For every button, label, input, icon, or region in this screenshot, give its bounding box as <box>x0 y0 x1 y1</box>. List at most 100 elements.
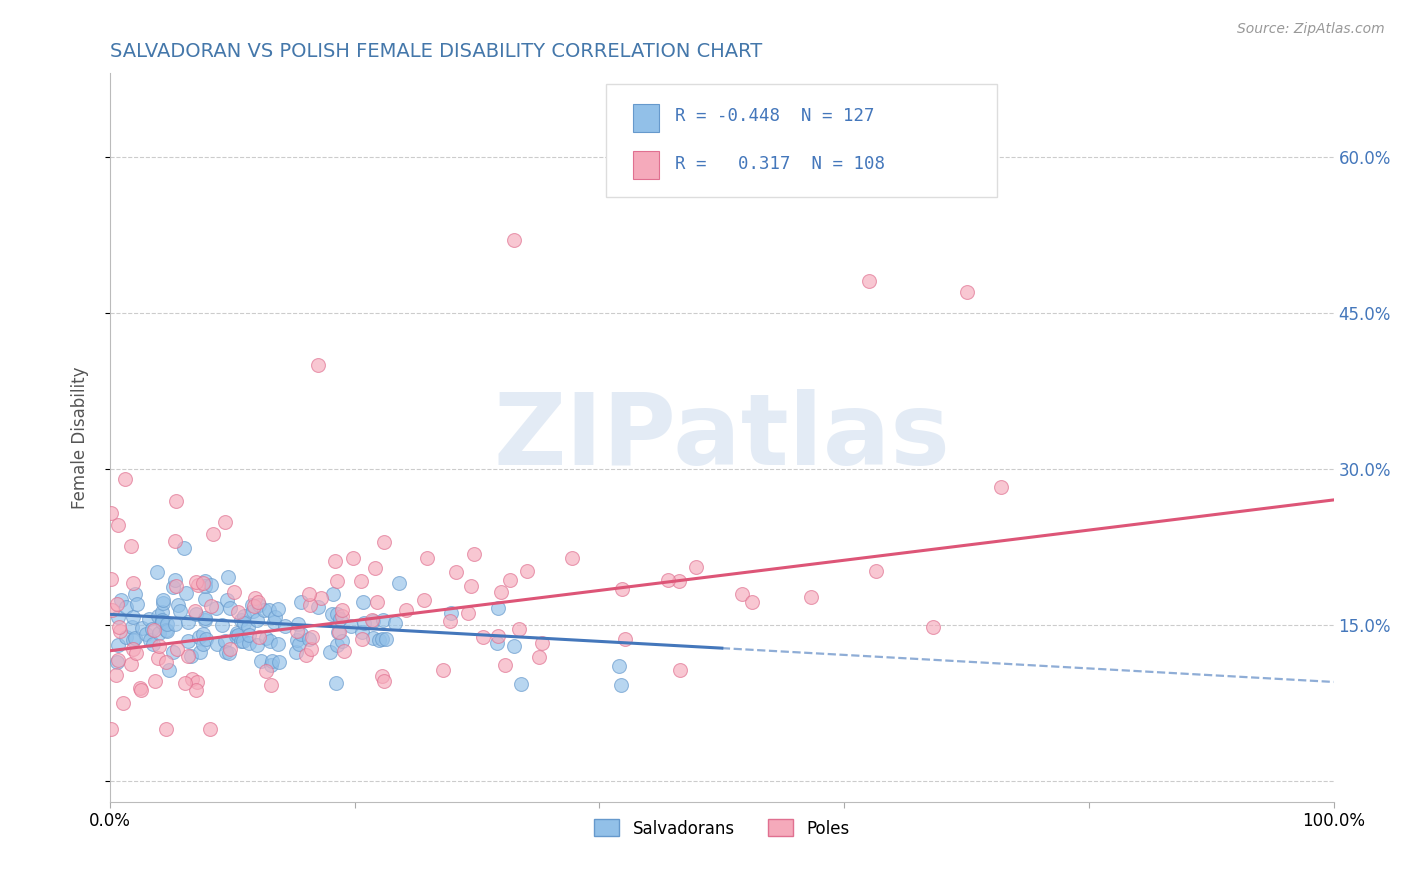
Point <box>211 618 233 632</box>
FancyBboxPatch shape <box>606 85 997 197</box>
Point <box>858 275 880 289</box>
Point <box>121 576 143 591</box>
Point <box>218 646 240 660</box>
Point <box>350 624 373 639</box>
Point <box>146 609 169 624</box>
Point <box>128 681 150 695</box>
Point <box>530 636 553 650</box>
Point <box>364 561 387 575</box>
Point <box>217 592 239 607</box>
Point <box>489 585 512 599</box>
Point <box>141 623 163 637</box>
Point <box>229 634 252 648</box>
Point <box>105 597 128 611</box>
Point <box>328 611 350 625</box>
Point <box>657 573 679 587</box>
Point <box>307 358 329 372</box>
Text: R = -0.448  N = 127: R = -0.448 N = 127 <box>675 107 875 126</box>
Point <box>122 610 145 624</box>
Point <box>100 572 122 586</box>
Point <box>360 613 382 627</box>
Point <box>155 722 177 736</box>
Point <box>299 642 322 657</box>
Point <box>460 579 482 593</box>
Point <box>120 539 142 553</box>
Point <box>143 674 166 689</box>
Point <box>325 676 347 690</box>
Point <box>214 515 236 529</box>
Point <box>129 683 152 698</box>
Point <box>613 632 636 646</box>
Point <box>115 599 138 614</box>
Point <box>142 637 165 651</box>
Point <box>148 626 170 640</box>
Point <box>486 636 509 650</box>
Point <box>135 627 157 641</box>
Point <box>204 600 226 615</box>
Point <box>610 582 633 597</box>
Point <box>191 627 214 641</box>
Point <box>330 603 353 617</box>
Point <box>440 606 463 620</box>
Point <box>155 623 177 637</box>
Point <box>321 607 343 622</box>
Point <box>373 534 395 549</box>
Point <box>607 658 630 673</box>
Point <box>107 653 129 667</box>
Point <box>157 663 180 677</box>
Point <box>245 591 267 605</box>
Point <box>120 657 142 671</box>
Point <box>353 615 375 630</box>
Point <box>285 624 308 638</box>
Point <box>371 669 394 683</box>
Point <box>246 638 269 652</box>
Point <box>741 595 763 609</box>
Point <box>287 616 309 631</box>
Point <box>165 494 187 508</box>
Point <box>257 603 280 617</box>
Point <box>174 586 197 600</box>
Point <box>610 678 633 692</box>
Point <box>472 631 495 645</box>
Point <box>202 527 225 541</box>
Point <box>150 613 173 627</box>
Point <box>190 645 212 659</box>
Point <box>110 592 132 607</box>
Point <box>263 615 285 630</box>
Point <box>148 639 170 653</box>
Point <box>267 602 290 616</box>
Point <box>184 574 207 589</box>
Point <box>247 595 270 609</box>
Point <box>395 603 418 617</box>
Point <box>322 587 344 601</box>
Point <box>125 597 148 611</box>
Point <box>350 632 373 647</box>
Legend: Salvadorans, Poles: Salvadorans, Poles <box>588 813 856 844</box>
Point <box>323 554 346 568</box>
Point <box>200 578 222 592</box>
Point <box>188 630 211 644</box>
Point <box>173 541 195 555</box>
Point <box>263 610 285 624</box>
Point <box>361 614 384 628</box>
Point <box>194 632 217 647</box>
Text: SALVADORAN VS POLISH FEMALE DISABILITY CORRELATION CHART: SALVADORAN VS POLISH FEMALE DISABILITY C… <box>110 42 762 61</box>
Point <box>107 609 129 624</box>
Point <box>100 506 122 520</box>
Point <box>231 633 253 648</box>
Point <box>121 620 143 634</box>
Point <box>486 601 509 615</box>
Point <box>146 651 169 665</box>
Point <box>152 596 174 610</box>
Point <box>508 622 530 636</box>
Point <box>319 645 342 659</box>
Point <box>150 605 173 619</box>
Point <box>162 580 184 594</box>
Point <box>226 628 249 642</box>
Point <box>384 616 406 631</box>
Point <box>191 575 214 590</box>
Point <box>242 604 264 618</box>
Point <box>290 595 312 609</box>
Point <box>259 633 281 648</box>
Point <box>138 612 160 626</box>
